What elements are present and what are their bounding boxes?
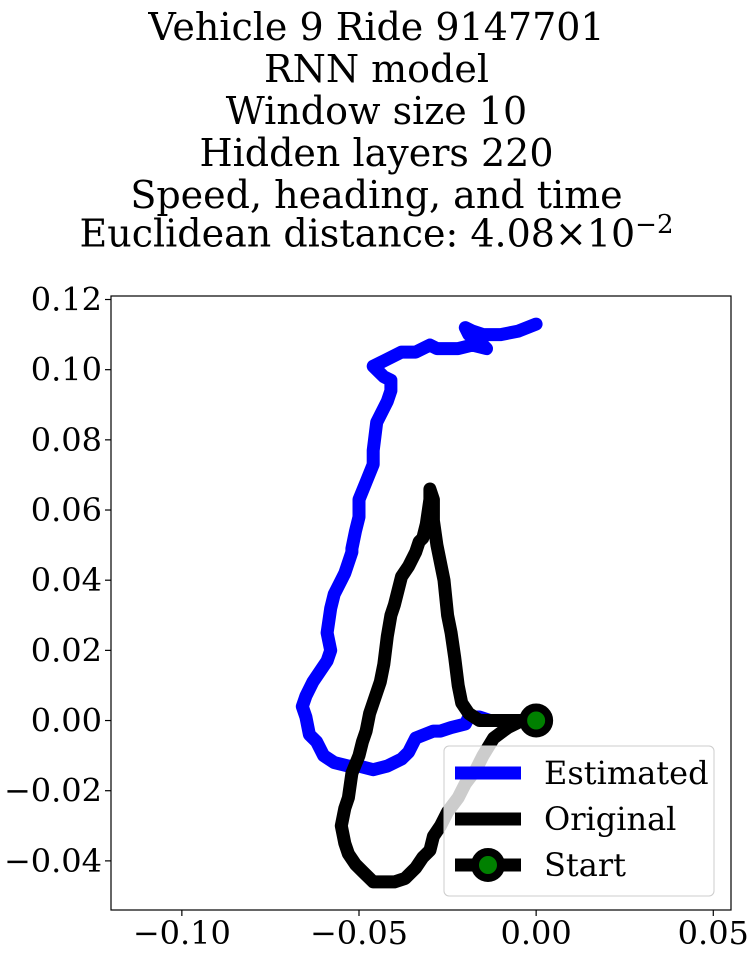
legend-label-start: Start	[544, 846, 626, 884]
y-tick-label: 0.12	[31, 281, 102, 319]
title-line-4: Hidden layers 220	[199, 131, 554, 175]
title-metric-exponent: −2	[635, 210, 674, 240]
title-metric-base: 10	[586, 211, 636, 256]
x-tick-label: −0.05	[310, 914, 408, 952]
x-axis-ticks: −0.10 −0.05 0.00 0.05	[133, 910, 749, 952]
start-marker	[519, 703, 554, 738]
y-tick-label: −0.02	[4, 772, 102, 810]
legend-marker-start	[471, 848, 505, 882]
y-tick-label: 0.00	[31, 702, 102, 740]
title-line-5: Speed, heading, and time	[130, 173, 623, 217]
title-metric-mantissa: 4.08	[470, 211, 555, 256]
plot-frame	[110, 295, 732, 911]
title-metric-prefix: Euclidean distance:	[79, 211, 471, 256]
legend: Estimated Original Start	[443, 745, 715, 897]
series-layer	[295, 317, 554, 889]
y-axis-ticks: −0.04 −0.02 0.00 0.02 0.04 0.06 0.08 0.10 0.12	[4, 281, 111, 880]
y-tick-label: 0.06	[31, 491, 102, 529]
y-tick-label: −0.04	[4, 842, 102, 880]
title-line-3: Window size 10	[225, 89, 528, 133]
y-tick-label: 0.04	[31, 561, 102, 599]
legend-label-estimated: Estimated	[544, 754, 709, 792]
y-tick-label: 0.08	[31, 421, 102, 459]
title-line-2: RNN model	[263, 47, 490, 91]
x-tick-label: −0.10	[133, 914, 231, 952]
title-metric-line: Euclidean distance: 4.08×10−2	[0, 212, 753, 253]
series-line-original	[334, 482, 543, 889]
title-line-1: Vehicle 9 Ride 9147701	[148, 5, 605, 49]
legend-label-original: Original	[544, 800, 676, 838]
x-tick-label: 0.00	[501, 914, 572, 952]
series-line-estimated	[295, 317, 543, 777]
y-tick-label: 0.02	[31, 631, 102, 669]
y-tick-label: 0.10	[31, 351, 102, 389]
title-metric-times: ×	[554, 211, 587, 256]
x-tick-label: 0.05	[678, 914, 749, 952]
